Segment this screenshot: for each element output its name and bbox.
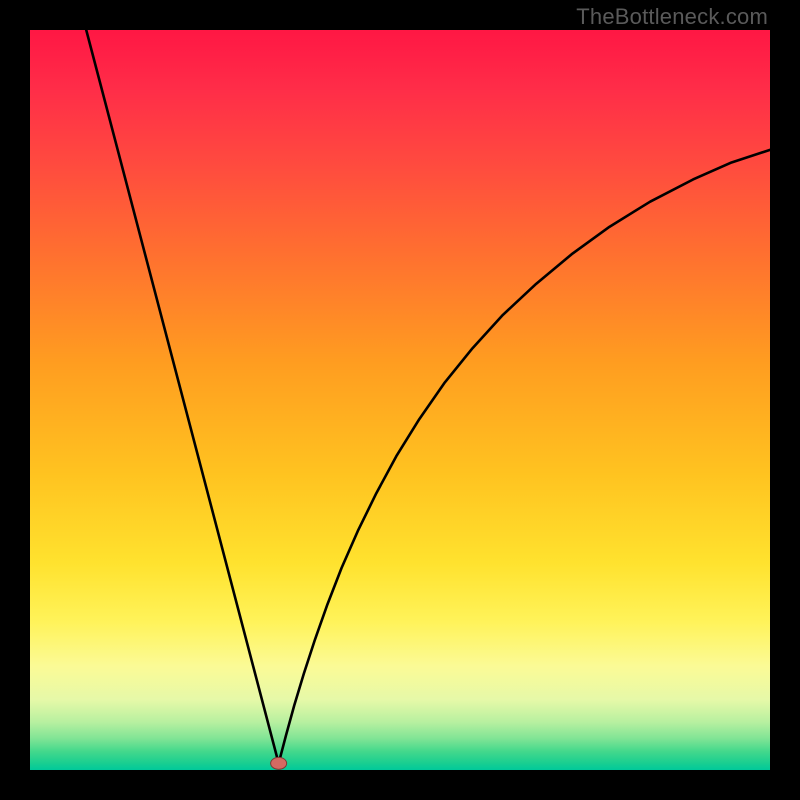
watermark-text: TheBottleneck.com [576,4,768,30]
chart-frame: TheBottleneck.com [0,0,800,800]
plot-area [30,30,770,770]
plot-background [30,30,770,770]
minimum-marker [271,757,287,769]
